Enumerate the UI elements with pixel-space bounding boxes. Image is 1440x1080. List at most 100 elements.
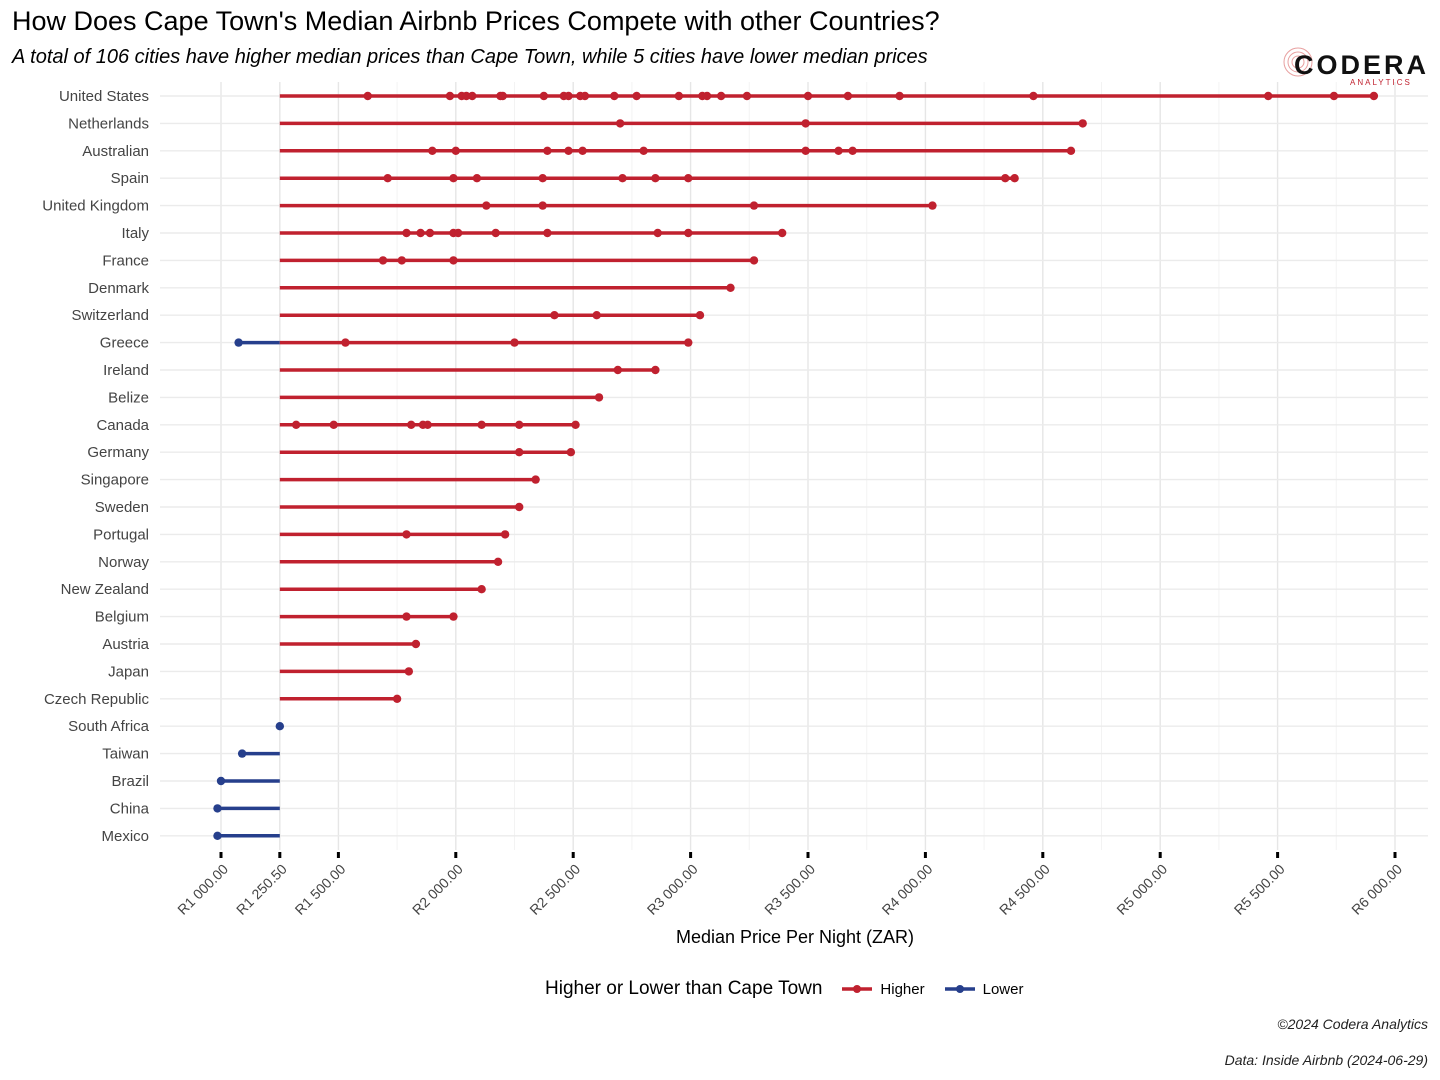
data-point-higher: [453, 228, 463, 238]
y-tick-label: United Kingdom: [42, 198, 149, 215]
data-point-higher: [491, 228, 500, 238]
data-point-higher: [895, 91, 904, 101]
y-axis: United States Netherlands Australian Spain U…: [42, 88, 149, 845]
data-point-higher: [594, 393, 604, 402]
data-point-higher: [653, 228, 662, 238]
data-point-higher: [543, 146, 552, 155]
data-point-higher: [397, 256, 406, 265]
data-point-higher: [566, 448, 576, 457]
data-point-higher: [462, 91, 471, 101]
legend-label-higher: Higher: [880, 980, 925, 998]
data-point-higher: [404, 667, 414, 676]
data-point-higher: [514, 448, 524, 457]
data-point-higher: [425, 228, 435, 238]
data-point-lower: [275, 722, 285, 731]
x-tick-label: R4 000.00: [879, 861, 936, 918]
y-tick-label: Czech Republic: [44, 691, 150, 708]
legend-item-higher: Higher: [842, 980, 925, 998]
data-point-higher: [803, 91, 813, 101]
data-point-higher: [1001, 174, 1010, 183]
y-tick-label: Ireland: [103, 362, 149, 379]
data-point-higher: [684, 228, 693, 238]
data-point-higher: [1029, 91, 1038, 101]
data-point-higher: [801, 146, 810, 155]
data-point-higher: [514, 420, 524, 429]
data-point-higher: [550, 311, 559, 320]
data-point-higher: [451, 146, 460, 155]
data-point-higher: [843, 91, 853, 101]
y-tick-label: Taiwan: [102, 746, 149, 763]
y-tick-label: Australian: [82, 143, 149, 160]
data-point-higher: [610, 91, 619, 101]
data-point-higher: [651, 365, 660, 375]
data-point-higher: [684, 174, 693, 183]
data-point-higher: [493, 557, 503, 566]
data-point-higher: [1329, 91, 1339, 101]
data-point-higher: [684, 338, 693, 347]
data-point-higher: [592, 311, 601, 320]
x-axis: R1 000.00 R1 250.50 R1 500.00 R2 000.00 R2 5…: [174, 852, 1405, 918]
y-tick-label: France: [102, 252, 149, 269]
data-point-higher: [613, 365, 623, 375]
data-point-higher: [695, 311, 705, 320]
data-point-higher: [449, 612, 458, 621]
data-point-higher: [1369, 91, 1379, 101]
y-tick-label: Singapore: [81, 472, 149, 489]
data-point-higher: [1078, 119, 1087, 128]
legend: Higher or Lower than Cape Town Higher Lo…: [545, 976, 1023, 1002]
data-point-higher: [564, 146, 573, 155]
y-tick-label: Switzerland: [71, 307, 149, 324]
chart-title: How Does Cape Town's Median Airbnb Price…: [12, 6, 940, 36]
x-tick-label: R5 000.00: [1113, 861, 1170, 918]
data-point-higher: [498, 91, 507, 101]
codera-logo: CODERA ANALYTICS: [1283, 47, 1426, 87]
data-point-higher: [538, 201, 547, 210]
data-point-higher: [1264, 91, 1273, 101]
data-point-higher: [472, 174, 482, 183]
y-tick-label: Austria: [102, 636, 149, 653]
grid-lines: [160, 82, 1428, 850]
y-tick-label: Portugal: [93, 526, 149, 543]
data-point-higher: [618, 174, 627, 183]
y-tick-label: Greece: [100, 335, 149, 352]
data-series: [213, 91, 1379, 840]
y-tick-label: New Zealand: [61, 581, 149, 598]
data-point-higher: [363, 91, 372, 101]
data-point-higher: [702, 91, 712, 101]
data-point-higher: [341, 338, 350, 347]
data-point-higher: [392, 694, 402, 703]
data-point-higher: [580, 91, 590, 101]
data-point-higher: [539, 91, 549, 101]
data-point-higher: [543, 228, 552, 238]
y-tick-label: Germany: [87, 444, 149, 461]
data-point-higher: [402, 612, 411, 621]
data-point-higher: [402, 228, 411, 238]
legend-key-lower: [944, 985, 975, 993]
x-tick-label: R3 000.00: [644, 861, 701, 918]
data-point-higher: [578, 146, 587, 155]
data-point-higher: [615, 119, 625, 128]
data-point-lower: [234, 338, 243, 347]
data-point-higher: [801, 119, 810, 128]
data-point-higher: [848, 146, 857, 155]
data-point-higher: [468, 91, 477, 101]
data-point-higher: [477, 420, 486, 429]
data-point-higher: [749, 201, 759, 210]
x-tick-label: R3 500.00: [761, 861, 818, 918]
x-tick-label: R1 500.00: [292, 861, 349, 918]
y-tick-label: Denmark: [88, 280, 149, 297]
y-tick-label: China: [110, 800, 150, 817]
data-point-higher: [428, 146, 437, 155]
y-tick-label: South Africa: [68, 718, 150, 735]
data-point-higher: [383, 174, 392, 183]
data-point-higher: [514, 502, 524, 512]
caption-copyright: ©2024 Codera Analytics: [1277, 1016, 1428, 1032]
x-tick-label: R5 500.00: [1231, 861, 1288, 918]
legend-title: Higher or Lower than Cape Town: [545, 978, 823, 999]
y-tick-label: Belgium: [95, 609, 149, 626]
legend-key-higher: [842, 985, 873, 993]
data-point-lower: [213, 831, 222, 840]
x-tick-label: R1 000.00: [174, 861, 231, 918]
data-point-lower: [216, 776, 226, 786]
data-point-higher: [329, 420, 338, 429]
